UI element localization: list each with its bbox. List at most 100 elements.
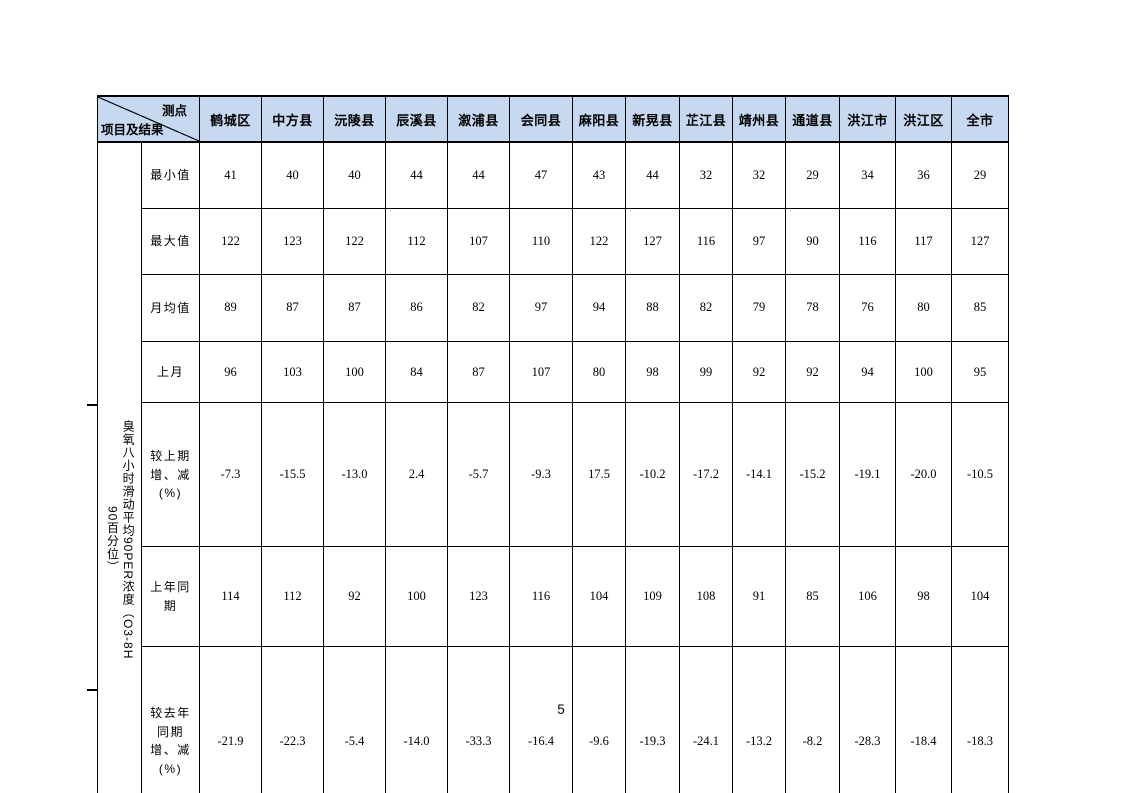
value-cell: 98	[895, 546, 952, 648]
value-cell: 87	[261, 274, 324, 342]
value-cell: -16.4	[509, 646, 573, 793]
value-cell: 36	[895, 141, 952, 209]
value-cell: 94	[572, 274, 626, 342]
value-cell: 122	[199, 207, 262, 276]
column-header: 芷江县	[679, 95, 733, 143]
page-number: 5	[557, 702, 565, 717]
group-ozone-rows: 臭氧八小时滑动平均90PER浓度（O3-8H 90百分位） 最小值 41 40 40 44…	[97, 141, 1009, 793]
value-cell: 112	[261, 546, 324, 648]
column-header: 辰溪县	[385, 95, 448, 143]
value-cell: -22.3	[261, 646, 324, 793]
column-header: 鹤城区	[199, 95, 262, 143]
pollutant-group-label: 臭氧八小时滑动平均90PER浓度（O3-8H 90百分位）	[97, 141, 142, 793]
value-cell: 106	[839, 546, 896, 648]
value-cell: 104	[951, 546, 1009, 648]
value-cell: 97	[509, 274, 573, 342]
corner-label-stations: 测点	[161, 104, 187, 118]
value-cell: 100	[385, 546, 448, 648]
air-quality-table-container: 测点 项目及结果 鹤城区 中方县 沅陵县 辰溪县 溆浦县 会同县 麻阳县 新晃县 芷江县 靖州县通…	[87, 95, 1009, 793]
value-cell: 85	[951, 274, 1009, 342]
value-cell: 89	[199, 274, 262, 342]
diagonal-divider	[98, 98, 199, 140]
bottom-border-overhang	[87, 689, 97, 691]
table-row: 上月 96 103 100 84 87 107 80 98 99 92 92 94 100 95	[98, 340, 1009, 404]
column-header: 沅陵县	[323, 95, 386, 143]
value-cell: -18.3	[951, 646, 1009, 793]
value-cell: -21.9	[199, 646, 262, 793]
value-cell: 98	[625, 340, 680, 404]
table-row: 较上期增、减(%) -7.3 -15.5 -13.0 2.4 -5.7 -9.3 17.5 -1…	[98, 402, 1009, 548]
value-cell: -19.1	[839, 402, 896, 548]
value-cell: 116	[679, 207, 733, 276]
value-cell: -10.2	[625, 402, 680, 548]
value-cell: -14.0	[385, 646, 448, 793]
value-cell: 44	[385, 141, 448, 209]
pollutant-group-label-text: 臭氧八小时滑动平均90PER浓度（O3-8H 90百分位）	[105, 419, 136, 660]
value-cell: 109	[625, 546, 680, 648]
air-quality-table: 测点 项目及结果 鹤城区 中方县 沅陵县 辰溪县 溆浦县 会同县 麻阳县 新晃县 芷江县 靖州县通…	[97, 95, 1009, 793]
value-cell: 103	[261, 340, 324, 404]
value-cell: 41	[199, 141, 262, 209]
value-cell: 84	[385, 340, 448, 404]
metric-label: 月均值	[141, 274, 200, 342]
value-cell: 87	[323, 274, 386, 342]
header-row: 测点 项目及结果 鹤城区 中方县 沅陵县 辰溪县 溆浦县 会同县 麻阳县 新晃县 芷江县 靖州县通…	[97, 95, 1009, 143]
value-cell: -17.2	[679, 402, 733, 548]
value-cell: 127	[951, 207, 1009, 276]
column-header: 中方县	[261, 95, 324, 143]
value-cell: 32	[679, 141, 733, 209]
value-cell: 76	[839, 274, 896, 342]
column-header: 洪江区	[895, 95, 952, 143]
metric-label: 较上期增、减(%)	[141, 402, 200, 548]
value-cell: -24.1	[679, 646, 733, 793]
value-cell: 32	[732, 141, 786, 209]
value-cell: 90	[785, 207, 840, 276]
metric-label: 最大值	[141, 207, 200, 276]
value-cell: -8.2	[785, 646, 840, 793]
value-cell: 80	[572, 340, 626, 404]
value-cell: -9.6	[572, 646, 626, 793]
value-cell: 97	[732, 207, 786, 276]
table-row: 月均值 89 87 87 86 82 97 94 88 82 79 78 76 80 85	[98, 274, 1009, 342]
value-cell: -5.7	[447, 402, 510, 548]
corner-header-cell: 测点 项目及结果	[97, 95, 200, 143]
value-cell: 110	[509, 207, 573, 276]
value-cell: 78	[785, 274, 840, 342]
table-row: 上年同期 114 112 92 100 123 116 104 109 108 91 85 106 98 1…	[98, 546, 1009, 648]
table-row: 臭氧八小时滑动平均90PER浓度（O3-8H 90百分位） 最小值 41 40 40 44…	[97, 141, 1009, 793]
value-cell: 29	[785, 141, 840, 209]
separator-line-overhang	[87, 404, 97, 406]
value-cell: 86	[385, 274, 448, 342]
value-cell: 107	[509, 340, 573, 404]
value-cell: 99	[679, 340, 733, 404]
value-cell: -5.4	[323, 646, 386, 793]
value-cell: -15.2	[785, 402, 840, 548]
metric-label: 较去年同期增、减(%)	[141, 646, 200, 793]
table-row: 较去年同期增、减(%) -21.9 -22.3 -5.4 -14.0 -33.3 -16.4…	[98, 646, 1009, 793]
column-header: 新晃县	[625, 95, 680, 143]
value-cell: 112	[385, 207, 448, 276]
value-cell: 116	[839, 207, 896, 276]
value-cell: 82	[679, 274, 733, 342]
value-cell: 104	[572, 546, 626, 648]
value-cell: 92	[323, 546, 386, 648]
value-cell: -15.5	[261, 402, 324, 548]
value-cell: -28.3	[839, 646, 896, 793]
value-cell: -19.3	[625, 646, 680, 793]
value-cell: 82	[447, 274, 510, 342]
column-header: 洪江市	[839, 95, 896, 143]
value-cell: -20.0	[895, 402, 952, 548]
value-cell: 92	[732, 340, 786, 404]
value-cell: -33.3	[447, 646, 510, 793]
column-header: 通道县	[785, 95, 840, 143]
value-cell: 100	[323, 340, 386, 404]
value-cell: 127	[625, 207, 680, 276]
value-cell: 80	[895, 274, 952, 342]
value-cell: -7.3	[199, 402, 262, 548]
value-cell: -13.0	[323, 402, 386, 548]
value-cell: 117	[895, 207, 952, 276]
value-cell: 92	[785, 340, 840, 404]
value-cell: 40	[323, 141, 386, 209]
value-cell: 44	[447, 141, 510, 209]
